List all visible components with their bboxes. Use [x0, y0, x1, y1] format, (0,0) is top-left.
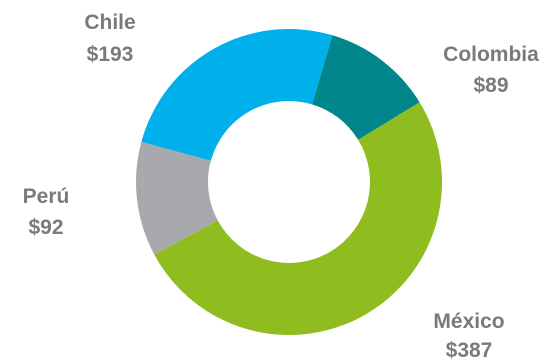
- donut-labels: Colombia $89 México $387 Perú $92 Chile …: [23, 11, 539, 361]
- slice-value-mexico: $387: [446, 339, 493, 361]
- slice-value-colombia: $89: [473, 74, 508, 97]
- slice-mexico: [154, 102, 442, 335]
- slice-label-peru: Perú: [23, 185, 70, 208]
- donut-slices: [135, 29, 442, 335]
- slice-peru: [135, 141, 218, 255]
- slice-label-mexico: México: [433, 310, 504, 333]
- slice-colombia: [312, 35, 420, 140]
- slice-label-chile: Chile: [84, 11, 135, 34]
- slice-chile: [141, 29, 333, 161]
- slice-value-chile: $193: [87, 43, 134, 66]
- slice-value-peru: $92: [28, 216, 63, 239]
- slice-label-colombia: Colombia: [443, 43, 539, 66]
